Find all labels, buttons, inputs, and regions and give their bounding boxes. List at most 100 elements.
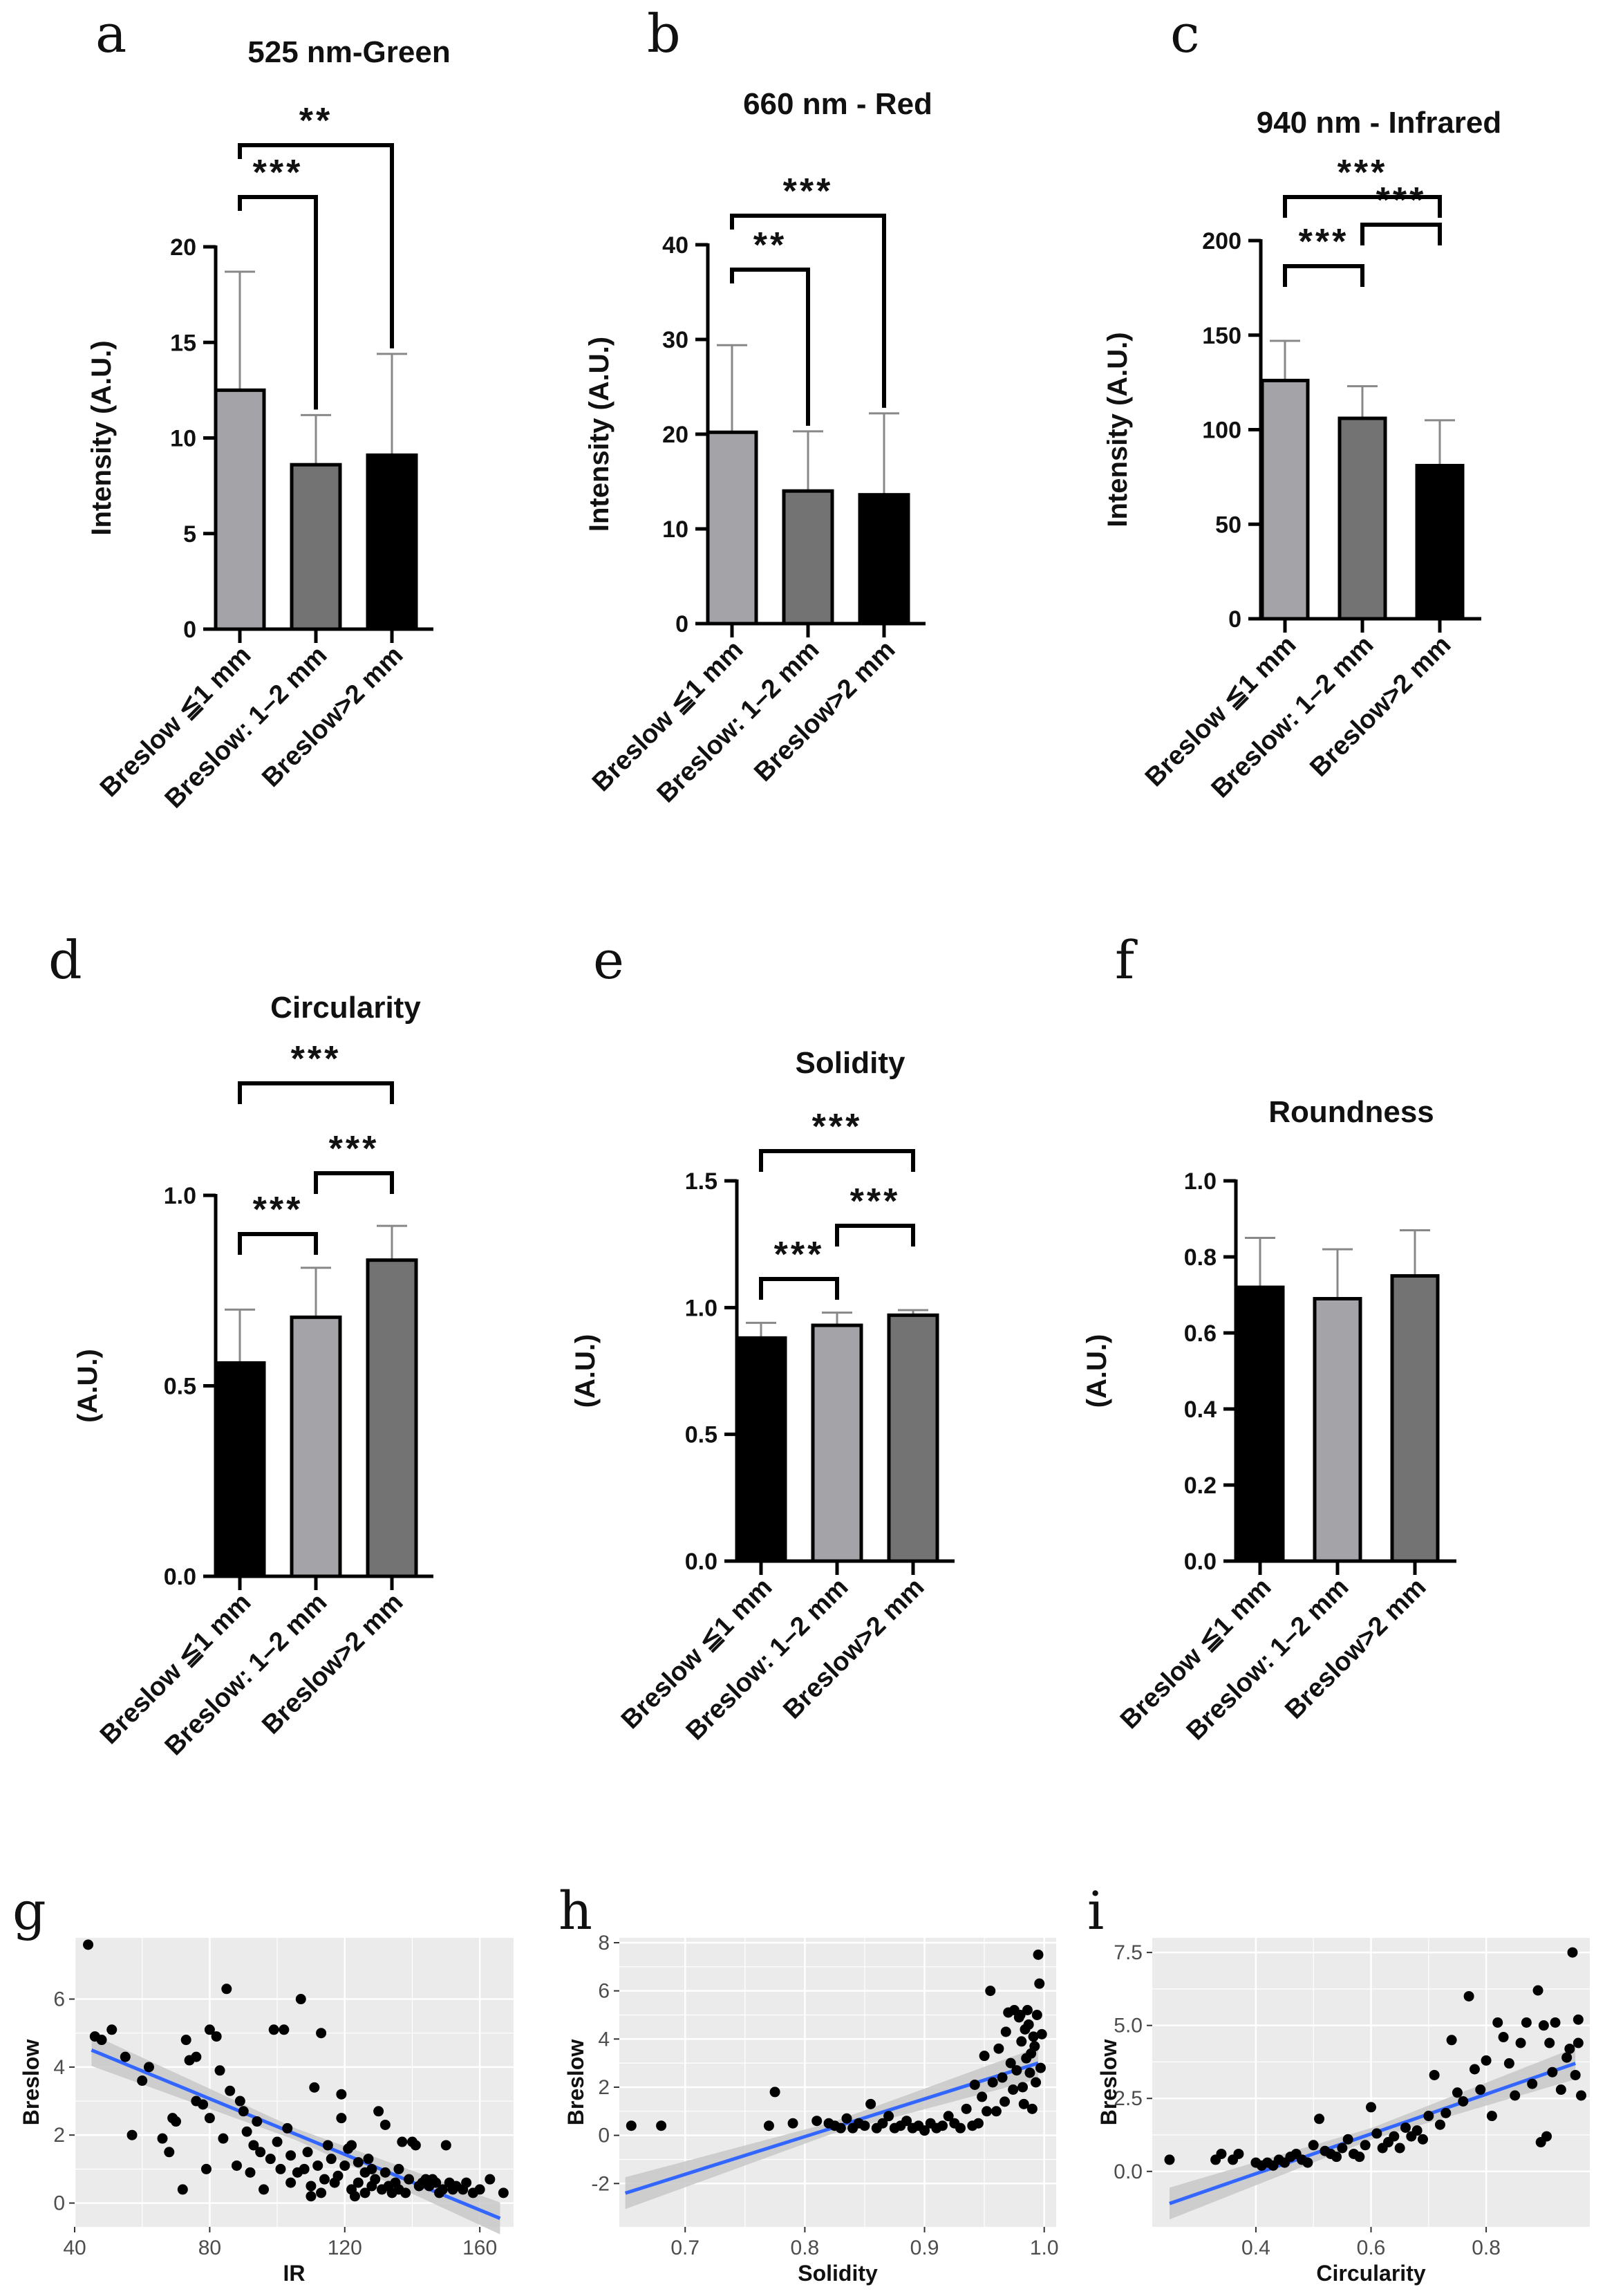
data-point xyxy=(485,2174,496,2185)
data-point xyxy=(969,2079,980,2090)
data-point xyxy=(763,2120,774,2131)
y-tick-label: 0.6 xyxy=(1184,1320,1217,1347)
y-tick-label: 5 xyxy=(183,521,196,548)
data-point xyxy=(1342,2134,1353,2145)
significance-label: *** xyxy=(253,1190,303,1230)
significance-label: *** xyxy=(253,153,303,193)
y-tick-label: 0.8 xyxy=(1184,1244,1217,1271)
significance-label: *** xyxy=(774,1235,825,1275)
data-point xyxy=(979,2051,990,2062)
data-point xyxy=(1024,2067,1035,2078)
data-point xyxy=(1033,1949,1044,1960)
data-point xyxy=(626,2120,637,2131)
y-tick-label: 1.5 xyxy=(685,1168,717,1195)
data-point xyxy=(359,2187,370,2199)
x-category-label: Breslow>2 mm xyxy=(256,641,409,793)
chart-title: Solidity xyxy=(796,1046,905,1080)
data-point xyxy=(1314,2113,1325,2125)
data-point xyxy=(238,2106,249,2117)
data-point xyxy=(285,2177,297,2188)
data-point xyxy=(919,2125,930,2136)
data-point xyxy=(1564,2043,1575,2054)
data-point xyxy=(1331,2152,1342,2163)
significance-bracket xyxy=(759,1277,839,1300)
panel-label: i xyxy=(1087,1880,1104,1941)
bar xyxy=(1235,1285,1285,1563)
data-point xyxy=(1544,2037,1555,2048)
bar xyxy=(290,463,342,631)
data-point xyxy=(204,2024,215,2035)
panel-g: g 40 80 120 160 0 2 4 6 IR Breslow xyxy=(12,1880,514,2286)
data-point xyxy=(1446,2035,1457,2046)
data-point xyxy=(1011,2065,1022,2076)
bar xyxy=(214,388,266,631)
y-tick-label: 0 xyxy=(598,2125,610,2147)
data-point xyxy=(461,2177,472,2188)
data-point xyxy=(1547,2066,1558,2078)
panel-label: a xyxy=(95,3,126,64)
y-axis-label: (A.U.) xyxy=(73,1349,103,1423)
data-point xyxy=(268,2024,279,2035)
y-tick-label: 0.5 xyxy=(164,1374,196,1400)
data-point xyxy=(1005,2057,1016,2069)
data-point xyxy=(285,2150,297,2161)
significance-label: *** xyxy=(291,1039,341,1079)
data-point xyxy=(1366,2102,1376,2113)
y-tick-label: 0.0 xyxy=(685,1549,717,1575)
y-tick-label: 40 xyxy=(662,232,688,259)
data-point xyxy=(299,2163,310,2174)
data-point xyxy=(241,2126,252,2137)
data-point xyxy=(1036,2028,1047,2040)
y-tick-label: 200 xyxy=(1202,228,1241,254)
data-point xyxy=(1302,2157,1313,2168)
y-tick-label: 150 xyxy=(1202,323,1241,349)
data-point xyxy=(373,2106,384,2117)
significance-label: ** xyxy=(753,225,787,265)
data-point xyxy=(336,2113,347,2124)
data-point xyxy=(1423,2111,1434,2122)
data-point xyxy=(211,2031,222,2042)
data-point xyxy=(1555,2084,1566,2096)
x-tick-label: 40 xyxy=(63,2237,86,2259)
data-point xyxy=(1031,2009,1042,2020)
data-point xyxy=(835,2122,846,2134)
data-point xyxy=(937,2120,948,2131)
data-point xyxy=(198,2099,209,2110)
data-point xyxy=(997,2072,1008,2083)
significance-bracket xyxy=(238,195,318,410)
data-point xyxy=(316,2028,327,2039)
data-point xyxy=(1389,2131,1400,2142)
significance-label: *** xyxy=(1376,180,1427,221)
data-point xyxy=(1469,2064,1480,2075)
x-tick-label: 0.8 xyxy=(791,2237,820,2259)
data-point xyxy=(404,2174,415,2185)
bar xyxy=(706,430,758,626)
data-point xyxy=(204,2113,215,2124)
y-tick-label: 30 xyxy=(662,327,688,353)
y-tick-label: 0 xyxy=(1228,606,1241,633)
bar xyxy=(1260,378,1310,621)
bar xyxy=(1338,416,1387,621)
data-point xyxy=(877,2118,888,2129)
bar xyxy=(366,453,418,631)
data-point xyxy=(1394,2143,1405,2154)
data-point xyxy=(1417,2134,1428,2145)
data-point xyxy=(1022,2005,1033,2015)
y-axis-label: (A.U.) xyxy=(570,1334,601,1408)
data-point xyxy=(431,2177,442,2188)
y-axis-label: Intensity (A.U.) xyxy=(86,340,117,535)
y-tick-label: 4 xyxy=(598,2028,610,2051)
data-point xyxy=(498,2187,509,2199)
data-point xyxy=(126,2129,138,2140)
data-point xyxy=(275,2163,286,2174)
panel-label: g xyxy=(12,1880,46,1941)
y-tick-label: 2.5 xyxy=(1114,2087,1143,2110)
data-point xyxy=(379,2167,391,2178)
data-point xyxy=(1034,1978,1045,1989)
data-point xyxy=(295,1994,306,2005)
y-axis-label: Intensity (A.U.) xyxy=(584,337,614,532)
data-point xyxy=(171,2116,182,2127)
x-tick-label: 0.9 xyxy=(910,2237,939,2259)
significance-bracket xyxy=(759,1149,915,1172)
data-point xyxy=(191,2051,202,2062)
